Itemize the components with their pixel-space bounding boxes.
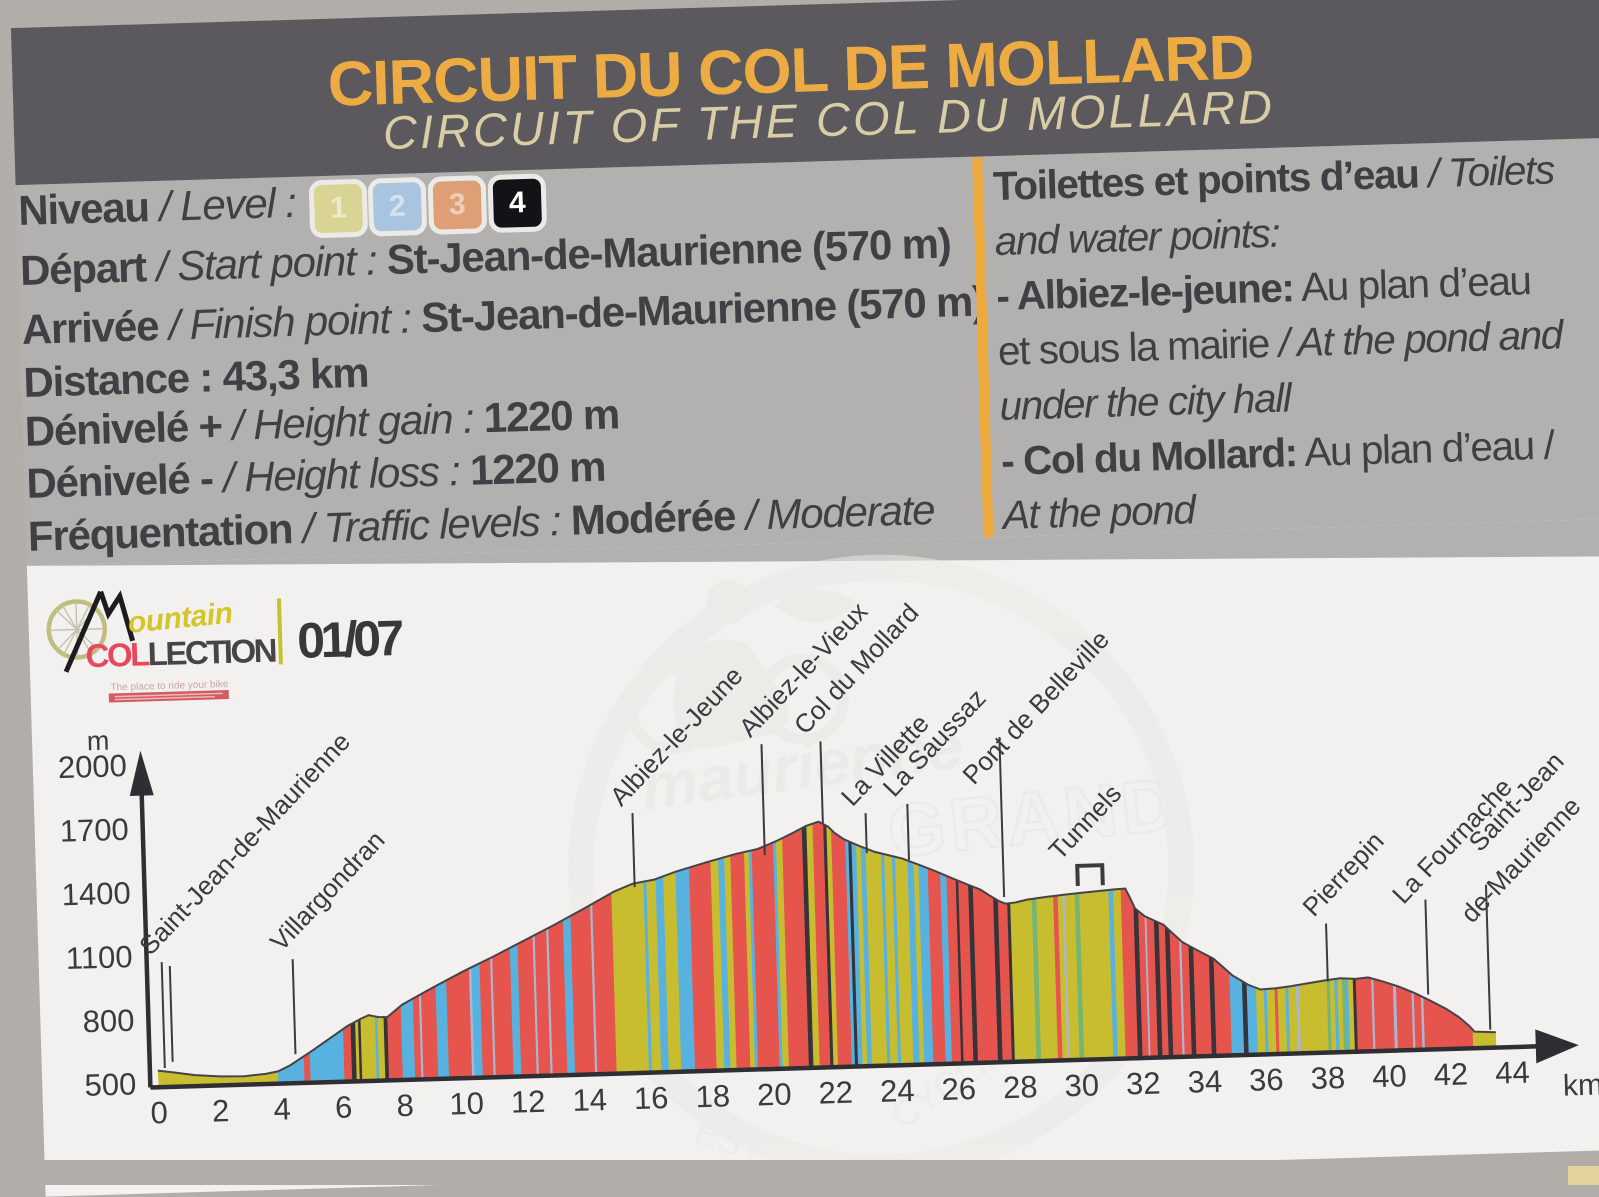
svg-text:28: 28: [1003, 1069, 1039, 1105]
svg-text:20: 20: [757, 1076, 793, 1112]
svg-text:1400: 1400: [61, 875, 131, 912]
svg-text:18: 18: [695, 1078, 731, 1114]
svg-text:0: 0: [150, 1095, 168, 1130]
svg-text:36: 36: [1249, 1062, 1285, 1098]
svg-text:Villargondran: Villargondran: [264, 825, 391, 957]
svg-text:32: 32: [1126, 1066, 1162, 1102]
svg-text:38: 38: [1310, 1060, 1346, 1096]
svg-text:42: 42: [1433, 1056, 1469, 1092]
svg-text:01/07: 01/07: [296, 610, 403, 669]
svg-text:4: 4: [273, 1091, 291, 1126]
svg-text:Pierrepin: Pierrepin: [1296, 826, 1389, 922]
svg-text:44: 44: [1495, 1055, 1531, 1091]
svg-text:22: 22: [818, 1075, 854, 1111]
svg-text:1100: 1100: [65, 939, 133, 976]
svg-text:14: 14: [572, 1082, 608, 1118]
svg-text:34: 34: [1187, 1064, 1223, 1100]
svg-text:COLLECTION: COLLECTION: [85, 632, 276, 675]
svg-text:2: 2: [211, 1093, 229, 1128]
svg-text:26: 26: [941, 1071, 977, 1107]
svg-text:40: 40: [1372, 1058, 1408, 1094]
svg-text:8: 8: [396, 1088, 414, 1123]
svg-text:Saint-Jean-de-Maurienne: Saint-Jean-de-Maurienne: [133, 726, 356, 960]
svg-text:16: 16: [633, 1080, 669, 1116]
svg-text:30: 30: [1064, 1067, 1100, 1103]
svg-text:24: 24: [880, 1073, 916, 1109]
svg-text:km: km: [1562, 1068, 1599, 1102]
svg-text:2000: 2000: [57, 748, 127, 785]
svg-text:m: m: [86, 726, 109, 757]
svg-text:6: 6: [335, 1090, 353, 1125]
svg-text:500: 500: [84, 1066, 137, 1103]
svg-text:10: 10: [449, 1086, 485, 1122]
svg-text:The place to ride your bike: The place to ride your bike: [110, 679, 229, 694]
svg-text:12: 12: [510, 1084, 546, 1120]
svg-text:800: 800: [82, 1003, 135, 1040]
svg-text:1700: 1700: [59, 812, 129, 849]
